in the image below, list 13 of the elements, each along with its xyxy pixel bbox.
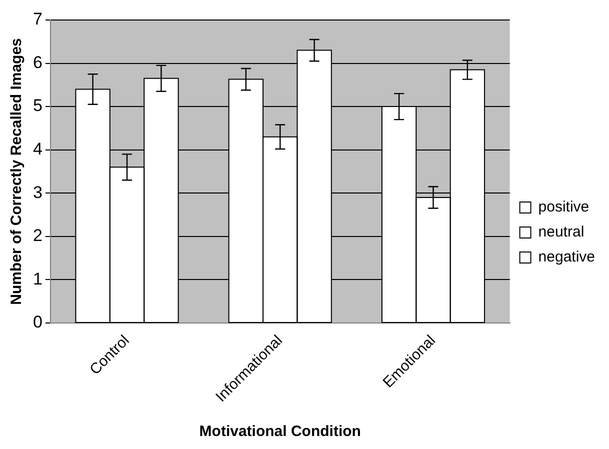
legend-label: positive	[538, 198, 590, 216]
y-tick-label: 0	[32, 312, 42, 332]
x-axis-title: Motivational Condition	[199, 423, 361, 440]
y-tick-label: 2	[32, 226, 42, 246]
y-tick-label: 6	[32, 52, 42, 72]
y-axis-title: Number of Correctly Recalled Images	[8, 38, 26, 305]
y-tick-label: 4	[32, 140, 42, 159]
y-tick-label: 3	[32, 182, 42, 202]
y-tick-label: 7	[32, 10, 42, 29]
y-tick-label: 1	[32, 269, 42, 288]
legend-label: negative	[538, 248, 596, 266]
y-tick-label: 5	[32, 96, 42, 116]
legend-label: neutral	[538, 224, 584, 241]
